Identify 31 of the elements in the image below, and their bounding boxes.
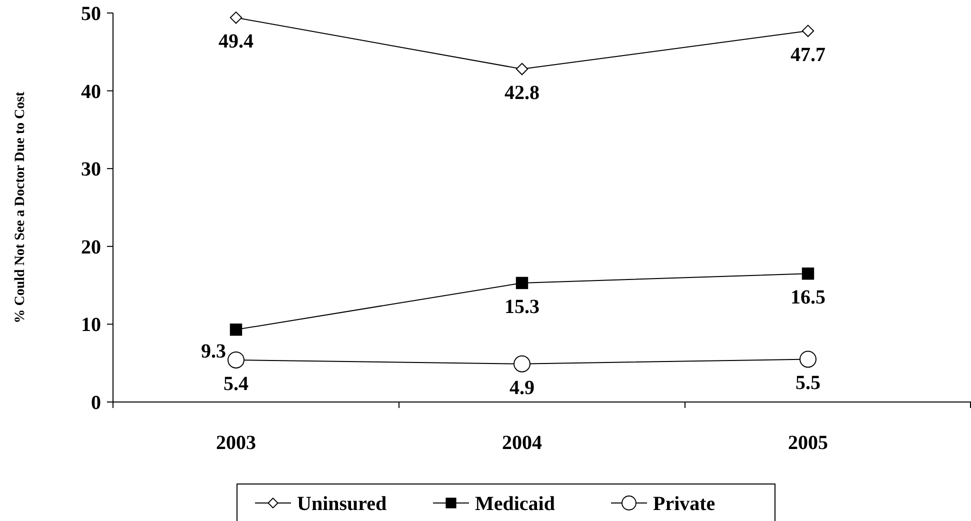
- y-tick-label: 10: [81, 314, 101, 336]
- point: [230, 324, 242, 336]
- legend-label: Private: [653, 493, 716, 515]
- legend-label: Uninsured: [297, 493, 387, 515]
- data-label: 4.9: [510, 376, 534, 399]
- data-label: 5.5: [796, 372, 820, 394]
- data-label: 5.4: [224, 372, 248, 395]
- point: [516, 62, 528, 76]
- y-axis-title: % Could Not See a Doctor Due to Cost: [13, 91, 28, 324]
- y-tick-label: 50: [81, 3, 101, 25]
- x-tick-label: 2005: [788, 432, 828, 454]
- data-label: 16.5: [790, 286, 826, 309]
- point: [228, 351, 244, 368]
- data-label: 15.3: [504, 296, 540, 318]
- y-tick-label: 0: [91, 392, 101, 414]
- data-label: 47.7: [790, 44, 826, 66]
- point: [230, 12, 242, 24]
- point: [802, 24, 814, 37]
- legend-label: Medicaid: [475, 493, 555, 515]
- point: [802, 268, 814, 280]
- point: [516, 276, 528, 290]
- x-tick-label: 2003: [216, 432, 256, 454]
- y-tick-label: 20: [81, 236, 101, 258]
- y-tick-label: 30: [81, 158, 101, 181]
- point: [514, 355, 530, 372]
- data-label: 9.3: [201, 340, 226, 363]
- data-label: 42.8: [504, 82, 540, 104]
- data-label: 49.4: [218, 30, 254, 53]
- y-tick-label: 40: [81, 80, 101, 103]
- x-tick-label: 2004: [502, 432, 542, 454]
- point: [800, 350, 816, 368]
